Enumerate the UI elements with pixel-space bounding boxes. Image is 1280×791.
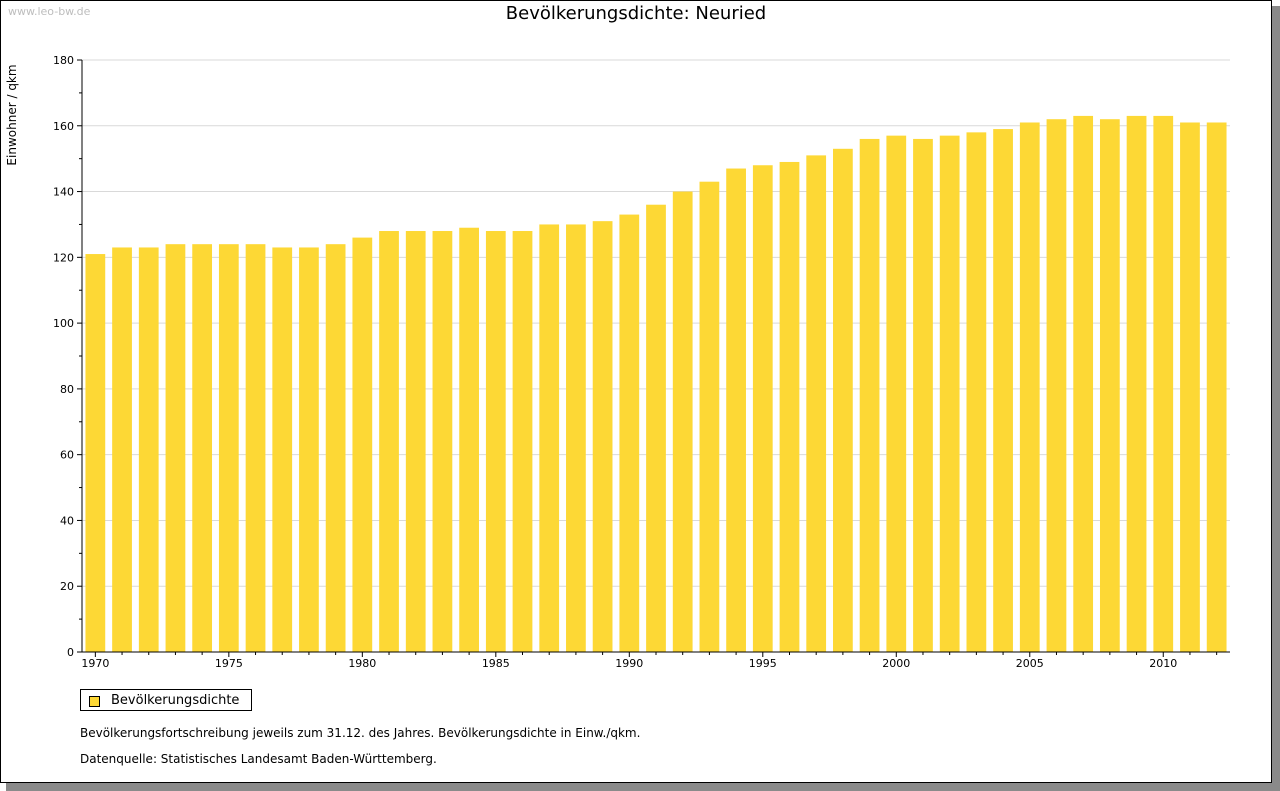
x-tick-label: 1990	[615, 657, 643, 670]
bar-2002	[939, 135, 960, 653]
bar-1973	[165, 244, 186, 652]
legend-swatch	[89, 696, 100, 707]
y-tick-label: 0	[67, 646, 74, 659]
bar-1977	[272, 247, 293, 652]
bar-1998	[833, 148, 853, 653]
bar-2009	[1126, 115, 1147, 652]
bar-1987	[539, 224, 560, 652]
bar-1986	[512, 231, 533, 652]
frame-shadow-right	[1272, 6, 1280, 791]
bar-1996	[779, 161, 800, 652]
bar-1990	[619, 214, 640, 653]
x-tick-label: 2010	[1149, 657, 1177, 670]
bar-2004	[993, 129, 1013, 653]
y-tick-label: 120	[53, 251, 74, 264]
bar-1997	[806, 155, 827, 652]
bar-1982	[405, 231, 426, 652]
bar-1980	[352, 237, 373, 652]
bar-1999	[859, 138, 880, 652]
bar-1984	[459, 227, 479, 652]
bar-1992	[672, 191, 693, 653]
y-tick-label: 180	[53, 54, 74, 67]
bar-1971	[112, 247, 132, 652]
chart-title: Bevölkerungsdichte: Neuried	[505, 3, 767, 24]
bar-1976	[245, 244, 266, 652]
bar-1979	[325, 244, 346, 652]
bar-1993	[699, 181, 720, 652]
bar-2008	[1099, 119, 1120, 652]
bar-1994	[726, 168, 746, 653]
footnote-1: Bevölkerungsfortschreibung jeweils zum 3…	[80, 726, 641, 740]
y-tick-label: 140	[53, 186, 74, 199]
x-tick-label: 1975	[215, 657, 243, 670]
y-tick-label: 20	[60, 580, 74, 593]
bar-1995	[752, 165, 773, 652]
bar-1989	[592, 221, 613, 652]
x-tick-label: 2000	[882, 657, 910, 670]
bar-2007	[1073, 115, 1094, 652]
bar-1974	[192, 244, 213, 652]
bar-2005	[1019, 122, 1040, 652]
bar-2010	[1153, 115, 1174, 652]
bar-1983	[432, 231, 453, 652]
bar-1970	[85, 254, 106, 653]
bar-1985	[485, 231, 506, 652]
bar-2001	[913, 138, 933, 652]
watermark: www.leo-bw.de	[8, 5, 91, 18]
footnote-2: Datenquelle: Statistisches Landesamt Bad…	[80, 752, 437, 766]
bar-1981	[379, 231, 399, 652]
legend: Bevölkerungsdichte	[80, 689, 252, 711]
y-tick-label: 80	[60, 383, 74, 396]
x-tick-label: 2005	[1016, 657, 1044, 670]
x-tick-label: 1970	[81, 657, 109, 670]
bar-2003	[966, 132, 987, 652]
x-tick-label: 1995	[749, 657, 777, 670]
bar-1975	[218, 244, 239, 652]
y-axis-label: Einwohner / qkm	[5, 64, 19, 165]
x-tick-label: 1980	[348, 657, 376, 670]
bar-1991	[646, 204, 666, 652]
bar-2006	[1046, 119, 1067, 652]
bar-2000	[886, 135, 907, 653]
bar-1978	[299, 247, 319, 652]
y-tick-label: 60	[60, 449, 74, 462]
legend-label: Bevölkerungsdichte	[111, 693, 240, 708]
bar-2011	[1180, 122, 1200, 652]
bar-1972	[138, 247, 159, 652]
bar-2012	[1206, 122, 1227, 652]
bar-1988	[566, 224, 586, 652]
frame-shadow-bottom	[6, 783, 1280, 791]
y-tick-label: 100	[53, 317, 74, 330]
y-tick-label: 160	[53, 120, 74, 133]
x-tick-label: 1985	[482, 657, 510, 670]
y-tick-label: 40	[60, 514, 74, 527]
